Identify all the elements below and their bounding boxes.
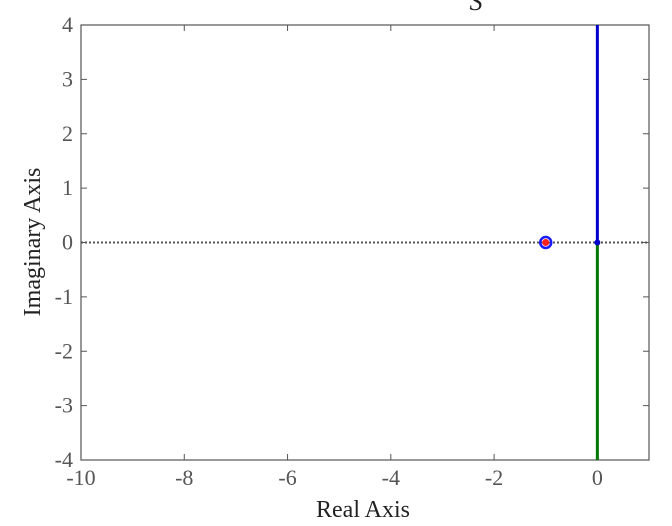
markers-layer bbox=[538, 235, 601, 250]
x-tick-label: -10 bbox=[66, 465, 95, 490]
chart-title: S bbox=[470, 0, 483, 16]
y-tick-label: 3 bbox=[62, 66, 73, 91]
zero-marker bbox=[538, 235, 553, 250]
y-tick-label: 4 bbox=[62, 12, 73, 37]
y-tick-label: -3 bbox=[55, 393, 73, 418]
y-axis-label: Imaginary Axis bbox=[20, 168, 46, 317]
y-tick-label: 1 bbox=[62, 175, 73, 200]
x-axis-label: Real Axis bbox=[316, 497, 410, 523]
pole-marker bbox=[542, 239, 550, 246]
series-layer bbox=[81, 25, 649, 460]
x-tick-label: -2 bbox=[485, 465, 503, 490]
y-tick-label: 2 bbox=[62, 121, 73, 146]
pole-marker bbox=[594, 239, 601, 246]
x-tick-label: -4 bbox=[382, 465, 400, 490]
x-tick-label: 0 bbox=[592, 465, 603, 490]
y-tick-label: -4 bbox=[55, 447, 73, 472]
y-tick-label: 0 bbox=[62, 230, 73, 255]
y-tick-label: -1 bbox=[55, 284, 73, 309]
x-tick-label: -6 bbox=[278, 465, 296, 490]
y-tick-label: -2 bbox=[55, 338, 73, 363]
x-tick-label: -8 bbox=[175, 465, 193, 490]
